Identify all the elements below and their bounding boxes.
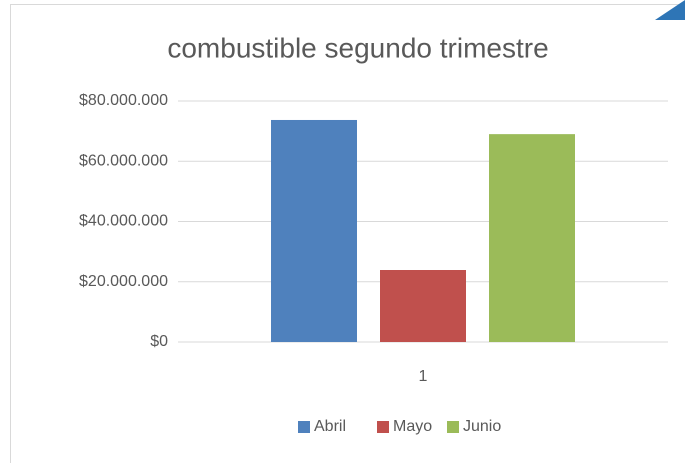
- legend-swatch: [377, 421, 389, 433]
- y-tick-label: $20.000.000: [79, 273, 168, 290]
- bar: [271, 119, 357, 342]
- y-tick-label: $0: [150, 333, 168, 350]
- corner-handle: [655, 0, 685, 20]
- legend-swatch: [298, 421, 310, 433]
- y-tick-label: $40.000.000: [79, 213, 168, 230]
- x-tick-label: 1: [419, 368, 428, 385]
- legend-label: Junio: [463, 418, 501, 435]
- legend-swatch: [447, 421, 459, 433]
- bar: [380, 270, 466, 342]
- legend-label: Mayo: [393, 418, 432, 435]
- chart-title: combustible segundo trimestre: [167, 32, 548, 63]
- legend-label: Abril: [314, 418, 346, 435]
- y-tick-label: $60.000.000: [79, 152, 168, 169]
- y-tick-label: $80.000.000: [79, 92, 168, 109]
- bar: [489, 134, 575, 342]
